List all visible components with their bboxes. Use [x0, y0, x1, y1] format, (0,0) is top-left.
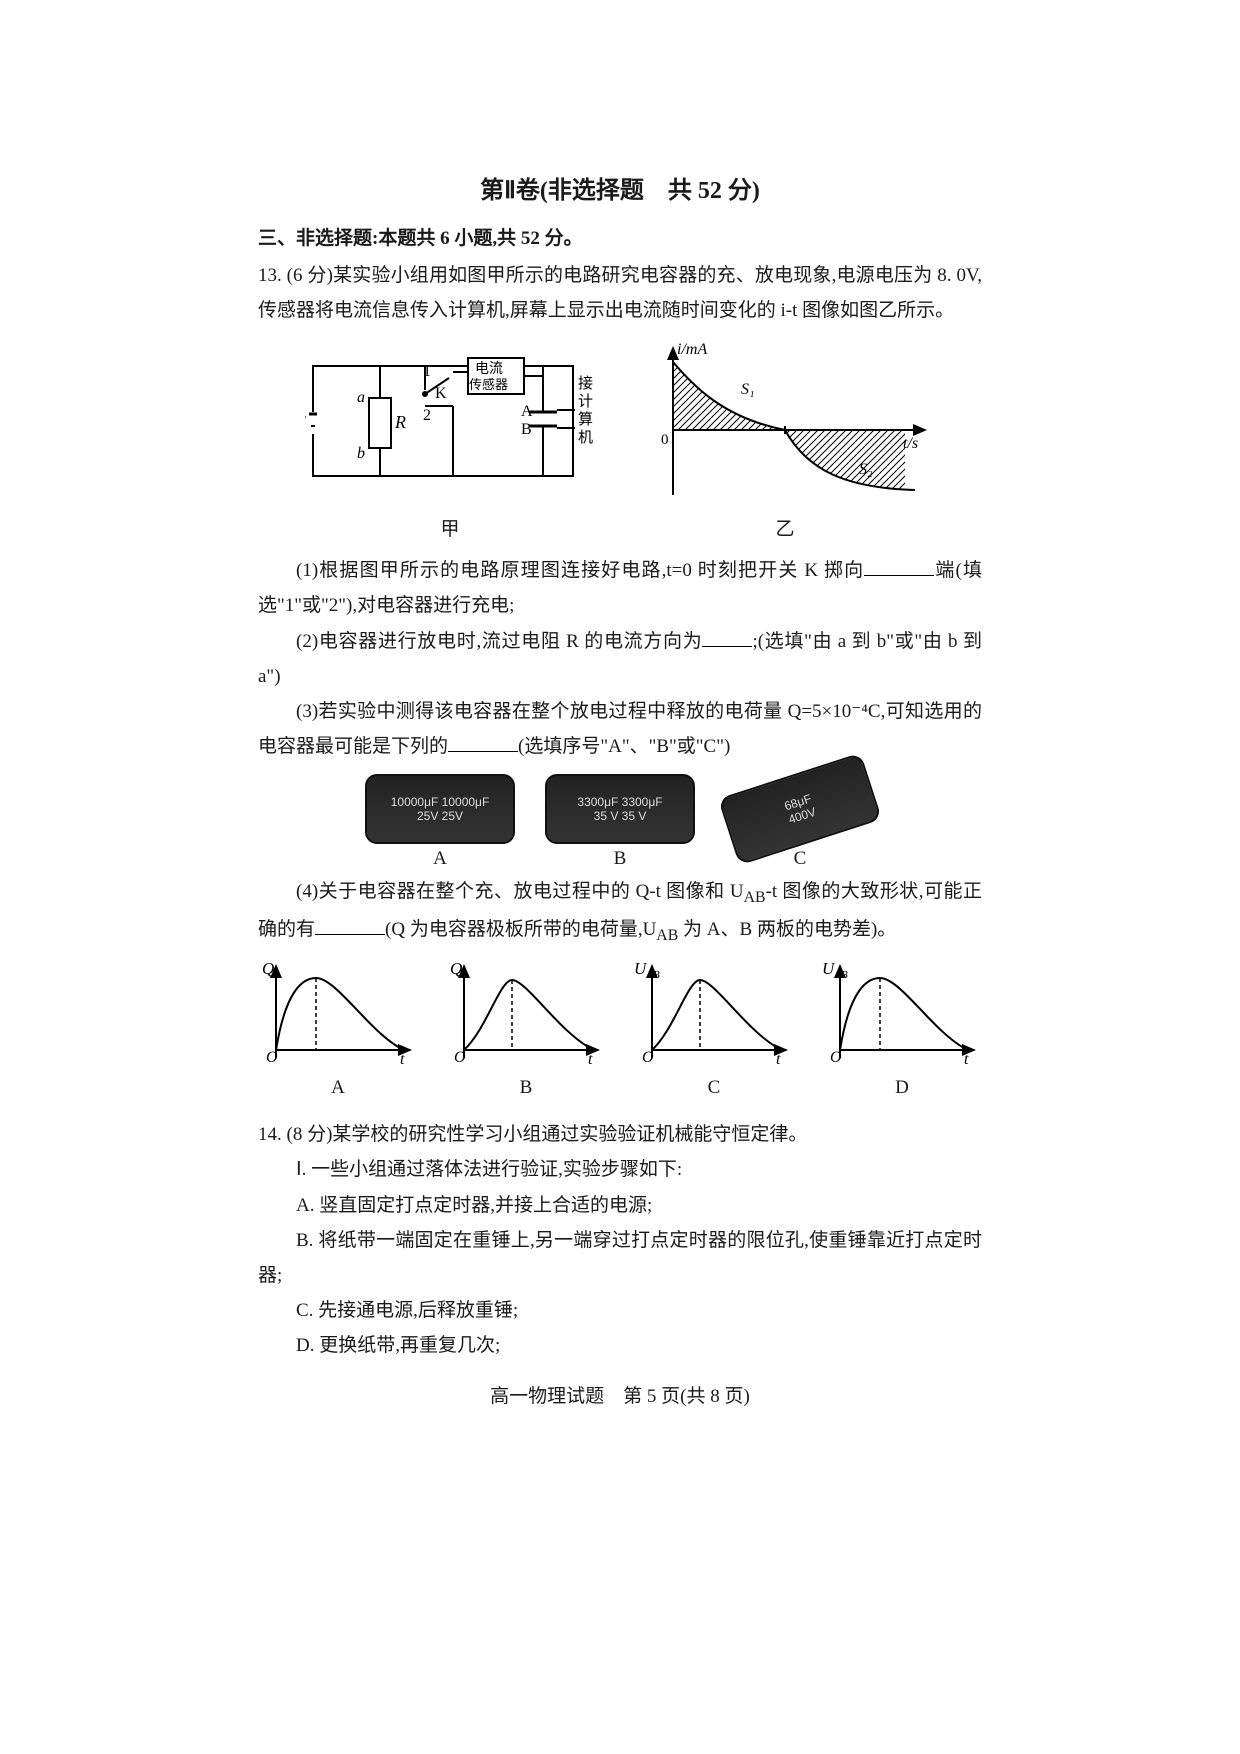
q14-A: A. 竖直固定打点定时器,并接上合适的电源; — [258, 1188, 982, 1223]
g4-C: UAB O t C — [634, 958, 794, 1099]
g4-D-label: D — [822, 1077, 982, 1099]
g4-B-label: B — [446, 1077, 606, 1099]
g4-A: Q O t A — [258, 958, 418, 1099]
q14-intro: 14. (8 分)某学校的研究性学习小组通过实验验证机械能守恒定律。 — [258, 1117, 982, 1152]
svg-text:电流: 电流 — [475, 361, 503, 377]
cap-B: 3300μF 3300μF 35 V 35 V B — [545, 774, 695, 870]
svg-text:t: t — [964, 1051, 969, 1068]
q13-part3: (3)若实验中测得该电容器在整个放电过程中释放的电荷量 Q=5×10⁻⁴C,可知… — [258, 694, 982, 764]
svg-text:K: K — [435, 385, 447, 402]
q13-intro: 13. (6 分)某实验小组用如图甲所示的电路研究电容器的充、放电现象,电源电压… — [258, 258, 982, 328]
svg-text:O: O — [454, 1049, 466, 1066]
g4-C-label: C — [634, 1077, 794, 1099]
cap-B-line2: 35 V 35 V — [594, 809, 647, 823]
cap-C: 68μF 400V C — [725, 774, 875, 870]
part2-title: 第Ⅱ卷(非选择题 共 52 分) — [258, 170, 982, 205]
q13-p4b: (Q 为电容器极板所带的电荷量,U — [385, 919, 656, 940]
fig-yi: i/mA t/s 0 S₁ S₂ 乙 — [635, 340, 935, 541]
q13-part2: (2)电容器进行放电时,流过电阻 R 的电流方向为;(选填"由 a 到 b"或"… — [258, 624, 982, 694]
svg-text:UAB: UAB — [634, 959, 660, 981]
q13-part1: (1)根据图甲所示的电路原理图连接好电路,t=0 时刻把开关 K 掷向端(填选"… — [258, 553, 982, 623]
fig-jia-label: 甲 — [305, 514, 595, 541]
svg-text:Q: Q — [262, 959, 274, 978]
cap-A-line1: 10000μF 10000μF — [391, 795, 490, 809]
q13-p3b: (选填序号"A"、"B"或"C") — [518, 736, 730, 757]
g4-D: UAB O t D — [822, 958, 982, 1099]
svg-text:t/s: t/s — [903, 435, 918, 452]
svg-text:0: 0 — [661, 432, 669, 448]
svg-text:a: a — [357, 389, 365, 406]
svg-text:计: 计 — [578, 393, 593, 410]
q13-p1a: (1)根据图甲所示的电路原理图连接好电路,t=0 时刻把开关 K 掷向 — [296, 560, 864, 581]
svg-text:O: O — [266, 1049, 278, 1066]
g4-A-label: A — [258, 1077, 418, 1099]
blank — [448, 733, 518, 752]
blank — [864, 557, 934, 576]
svg-text:O: O — [642, 1049, 654, 1066]
svg-text:UAB: UAB — [822, 959, 848, 981]
cap-B-body: 3300μF 3300μF 35 V 35 V — [545, 774, 695, 844]
q13-p4b2: 为 A、B 两板的电势差)。 — [678, 919, 896, 940]
cap-A-body: 10000μF 10000μF 25V 25V — [365, 774, 515, 844]
q13-figures: E R a b 1 2 K 电流 传感器 — [258, 340, 982, 541]
circuit-diagram: E R a b 1 2 K 电流 传感器 — [305, 340, 595, 505]
svg-text:S₂: S₂ — [859, 461, 873, 478]
fig-jia: E R a b 1 2 K 电流 传感器 — [305, 340, 595, 541]
svg-text:机: 机 — [578, 429, 593, 446]
cap-A-line2: 25V 25V — [417, 809, 463, 823]
g4-B: Q O t B — [446, 958, 606, 1099]
page-content: 第Ⅱ卷(非选择题 共 52 分) 三、非选择题:本题共 6 小题,共 52 分。… — [258, 170, 982, 1408]
q13-p4ab2: AB — [656, 927, 678, 944]
svg-text:Q: Q — [450, 959, 462, 978]
q14-D: D. 更换纸带,再重复几次; — [258, 1328, 982, 1363]
cap-A-label: A — [365, 848, 515, 870]
svg-text:2: 2 — [423, 407, 431, 424]
page-footer: 高一物理试题 第 5 页(共 8 页) — [258, 1381, 982, 1408]
section-3-heading: 三、非选择题:本题共 6 小题,共 52 分。 — [258, 223, 982, 250]
q13-part4: (4)关于电容器在整个充、放电过程中的 Q-t 图像和 UAB-t 图像的大致形… — [258, 874, 982, 950]
svg-text:O: O — [830, 1049, 842, 1066]
svg-text:t: t — [776, 1051, 781, 1068]
fig-yi-label: 乙 — [635, 514, 935, 541]
svg-text:算: 算 — [578, 410, 593, 428]
q13-p4ab: AB — [744, 889, 766, 906]
cap-A: 10000μF 10000μF 25V 25V A — [365, 774, 515, 870]
svg-text:传感器: 传感器 — [469, 377, 508, 392]
svg-text:t: t — [400, 1051, 405, 1068]
q13-graphs: Q O t A Q O t B — [258, 958, 982, 1099]
svg-text:A: A — [521, 403, 533, 420]
svg-text:B: B — [521, 421, 532, 438]
svg-text:b: b — [357, 445, 365, 462]
cap-B-label: B — [545, 848, 695, 870]
blank — [315, 916, 385, 935]
q14-I: Ⅰ. 一些小组通过落体法进行验证,实验步骤如下: — [258, 1152, 982, 1187]
svg-text:E: E — [305, 412, 306, 432]
svg-text:i/mA: i/mA — [677, 341, 707, 358]
pc-label: 接 — [578, 375, 593, 392]
q14-B: B. 将纸带一端固定在重锤上,另一端穿过打点定时器的限位孔,使重锤靠近打点定时器… — [258, 1223, 982, 1293]
blank — [702, 628, 752, 647]
svg-text:R: R — [394, 412, 406, 432]
capacitor-options: 10000μF 10000μF 25V 25V A 3300μF 3300μF … — [258, 774, 982, 870]
q13-p2a: (2)电容器进行放电时,流过电阻 R 的电流方向为 — [296, 631, 702, 652]
svg-text:S₁: S₁ — [741, 381, 755, 398]
cap-B-line1: 3300μF 3300μF — [577, 795, 662, 809]
q14-C: C. 先接通电源,后释放重锤; — [258, 1293, 982, 1328]
q13-p4a: (4)关于电容器在整个充、放电过程中的 Q-t 图像和 U — [296, 881, 744, 902]
it-graph: i/mA t/s 0 S₁ S₂ — [635, 340, 935, 505]
svg-text:t: t — [588, 1051, 593, 1068]
